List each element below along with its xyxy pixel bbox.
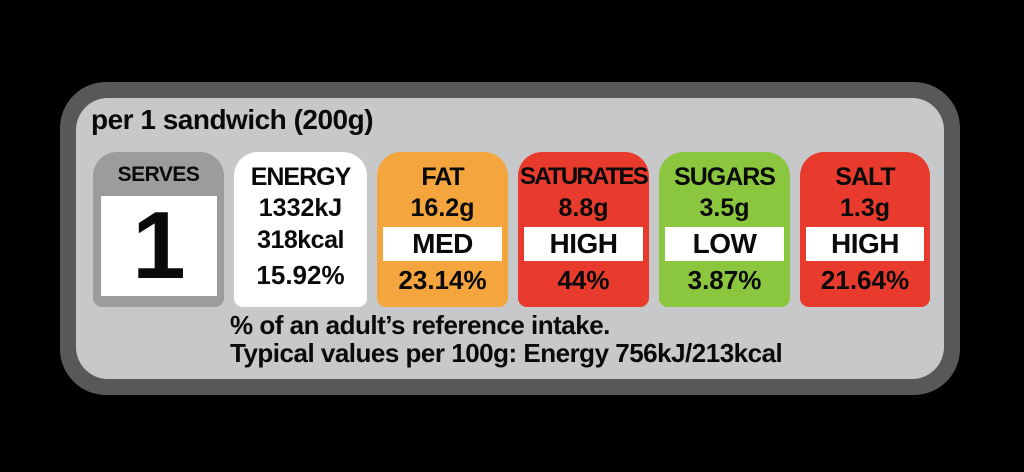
serving-size-heading: per 1 sandwich (200g) xyxy=(91,104,374,135)
panel-saturates: SATURATES 8.8g HIGH 44% xyxy=(518,152,649,307)
saturates-level-band: HIGH xyxy=(524,227,643,261)
serves-count-box: 1 xyxy=(101,196,217,296)
saturates-percent: 44% xyxy=(557,265,610,295)
sugars-level-band: LOW xyxy=(665,227,784,261)
panel-sugars: SUGARS 3.5g LOW 3.87% xyxy=(659,152,790,307)
serves-title: SERVES xyxy=(117,163,200,186)
salt-level-band: HIGH xyxy=(806,227,924,261)
fat-percent: 23.14% xyxy=(398,265,487,295)
fat-value: 16.2g xyxy=(410,194,475,222)
energy-kcal-value: 318kcal xyxy=(257,226,344,254)
saturates-value: 8.8g xyxy=(558,194,609,222)
salt-title: SALT xyxy=(835,163,895,191)
panel-energy: ENERGY 1332kJ 318kcal 15.92% xyxy=(234,152,367,307)
salt-percent: 21.64% xyxy=(820,265,910,295)
fat-level-band: MED xyxy=(383,227,502,261)
nutrition-traffic-light-label: per 1 sandwich (200g) SERVES 1 ENERGY 13… xyxy=(76,98,944,379)
panel-salt: SALT 1.3g HIGH 21.64% xyxy=(800,152,930,307)
energy-percent: 15.92% xyxy=(256,260,345,290)
saturates-title: SATURATES xyxy=(520,163,649,190)
footnote-typical-values: Typical values per 100g: Energy 756kJ/21… xyxy=(230,338,783,368)
sugars-title: SUGARS xyxy=(674,163,776,191)
footnotes: % of an adult’s reference intake. Typica… xyxy=(230,310,783,368)
serves-count: 1 xyxy=(132,192,186,299)
sugars-percent: 3.87% xyxy=(687,265,762,295)
nutrient-panels-row: SERVES 1 ENERGY 1332kJ 318kcal 15.92% FA… xyxy=(93,152,930,307)
panel-serves: SERVES 1 xyxy=(93,152,224,307)
energy-kj-value: 1332kJ xyxy=(258,194,343,222)
label-border: per 1 sandwich (200g) SERVES 1 ENERGY 13… xyxy=(60,82,960,395)
salt-value: 1.3g xyxy=(839,194,891,222)
footnote-reference-intake: % of an adult’s reference intake. xyxy=(230,310,610,340)
panel-fat: FAT 16.2g MED 23.14% xyxy=(377,152,508,307)
energy-title: ENERGY xyxy=(250,163,352,191)
fat-title: FAT xyxy=(421,163,464,191)
sugars-value: 3.5g xyxy=(699,194,750,222)
